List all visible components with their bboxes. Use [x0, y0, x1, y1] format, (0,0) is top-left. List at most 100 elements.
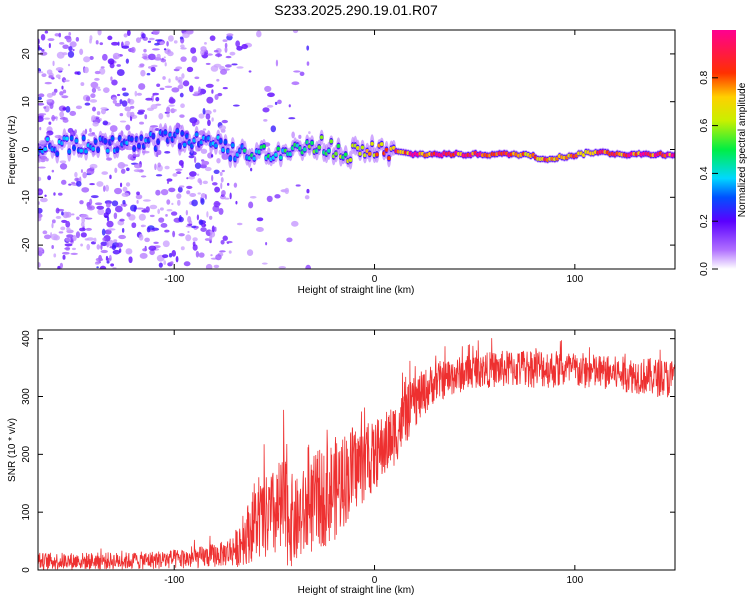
spectrogram-noise-blob [288, 117, 296, 120]
spectrogram-noise-blob [100, 249, 108, 254]
spectrogram-noise-blob [206, 211, 209, 218]
spectrogram-noise-blob [201, 160, 210, 166]
spectrogram-noise-blob [136, 199, 139, 204]
spectrogram-noise-blob [61, 85, 64, 90]
spectrogram-x-label: Height of straight line (km) [298, 285, 415, 296]
spectrogram-noise-blob [38, 102, 45, 106]
spectrogram-noise-blob [65, 237, 72, 242]
spectrogram-noise-blob [96, 244, 101, 250]
spectrogram-noise-blob [65, 220, 71, 228]
spectrogram-noise-blob [156, 83, 161, 88]
spectrogram-noise-blob [151, 95, 154, 102]
spectrogram-noise-blob [179, 92, 184, 98]
spectrogram-carrier-core [79, 148, 84, 153]
spectrogram-noise-blob [149, 204, 158, 210]
spectrogram-noise-blob [204, 42, 207, 45]
spectrogram-noise-blob [263, 119, 268, 122]
spectrogram-noise-blob [44, 30, 49, 34]
spectrogram-noise-blob [149, 214, 155, 218]
spectrogram-noise-blob [191, 121, 196, 127]
spectrogram-noise-blob [38, 262, 41, 268]
spectrogram-noise-blob [96, 181, 104, 187]
spectrogram-noise-blob [204, 238, 211, 241]
spectrogram-carrier-core [262, 144, 266, 149]
spectrogram-noise-blob [167, 180, 170, 184]
spectrogram-noise-blob [222, 39, 228, 42]
spectrogram-noise-blob [125, 124, 131, 131]
spectrogram-noise-blob [52, 60, 55, 67]
spectrogram-noise-blob [141, 56, 145, 59]
spectrogram-noise-blob [87, 205, 95, 211]
spectrogram-noise-blob [200, 192, 206, 199]
spectrogram-noise-blob [173, 40, 178, 44]
spectrogram-noise-blob [101, 228, 106, 236]
spectrogram-noise-blob [41, 48, 45, 52]
snr-panel: -100 0 100 0 100 200 300 400 Height of straigh… [7, 329, 676, 596]
spectrogram-noise-blob [194, 162, 202, 169]
spectrogram-noise-blob [170, 261, 174, 265]
spectrogram-noise-blob [66, 227, 71, 231]
spectrogram-noise-blob [278, 266, 287, 269]
spectrogram-noise-blob [205, 263, 213, 269]
spectrogram-noise-blob [256, 217, 264, 222]
spectrogram-carrier-core [182, 142, 187, 147]
spectrogram-carrier-core [69, 136, 74, 141]
spectrogram-noise-blob [107, 58, 115, 65]
spectrogram-noise-blob [55, 116, 58, 121]
spectrogram-noise-blob [122, 200, 126, 205]
spectrogram-noise-blob [188, 175, 196, 180]
spectrogram-noise-blob [130, 111, 135, 118]
spectrogram-noise-blob [156, 149, 162, 155]
spectrogram-noise-blob [38, 113, 47, 116]
spectrogram-noise-blob [126, 30, 131, 36]
spectrogram-noise-blob [185, 209, 188, 216]
snr-y-label: SNR (10 * v/v) [7, 418, 18, 482]
spectrogram-noise-blob [205, 83, 214, 88]
spectrogram-noise-blob [121, 87, 127, 91]
spectrogram-noise-blob [235, 200, 238, 205]
y-tick-label: 200 [21, 446, 32, 463]
y-tick-label: 0 [21, 567, 32, 573]
spectrogram-noise-blob [186, 66, 194, 73]
spectrogram-noise-blob [136, 92, 143, 96]
spectrogram-noise-blob [139, 63, 145, 67]
spectrogram-noise-blob [79, 200, 84, 205]
spectrogram-noise-blob [164, 165, 170, 170]
spectrogram-noise-blob [84, 217, 93, 220]
y-tick-label: 0 [21, 146, 32, 152]
spectrogram-noise-blob [86, 167, 95, 175]
spectrogram-carrier-core [110, 136, 115, 141]
spectrogram-noise-blob [177, 186, 183, 193]
spectrogram-noise-blob [216, 158, 221, 164]
spectrogram-noise-blob [38, 93, 45, 98]
spectrogram-noise-blob [181, 163, 184, 169]
spectrogram-noise-blob [81, 187, 90, 193]
spectrogram-noise-blob [116, 93, 121, 97]
spectrogram-noise-blob [229, 192, 232, 200]
spectrogram-noise-blob [69, 110, 77, 116]
spectrogram-noise-blob [99, 67, 106, 75]
spectrogram-carrier-core [303, 147, 307, 152]
colorbar-ticks: 0.0 0.2 0.4 0.6 0.8 [699, 70, 718, 276]
spectrogram-noise-blob [210, 231, 216, 238]
spectrogram-noise-blob [194, 76, 200, 80]
spectrogram-noise-blob [171, 87, 180, 93]
spectrogram-noise-blob [74, 129, 77, 134]
spectrogram-noise-blob [104, 229, 112, 235]
spectrogram-noise-blob [92, 106, 97, 112]
spectrogram-noise-blob [232, 104, 240, 107]
spectrogram-carrier-core [214, 143, 218, 148]
spectrogram-marks [38, 30, 675, 269]
spectrogram-noise-blob [97, 208, 105, 216]
spectrogram-noise-blob [126, 212, 131, 217]
spectrogram-noise-blob [202, 107, 206, 115]
spectrogram-carrier-core [348, 158, 353, 163]
spectrogram-noise-blob [96, 266, 99, 269]
spectrogram-noise-blob [305, 264, 311, 269]
spectrogram-noise-blob [108, 254, 112, 262]
spectrogram-noise-blob [94, 261, 100, 265]
spectrogram-noise-blob [80, 82, 85, 86]
spectrogram-noise-blob [61, 95, 69, 99]
spectrogram-noise-blob [213, 200, 221, 208]
spectrogram-noise-blob [215, 53, 223, 57]
